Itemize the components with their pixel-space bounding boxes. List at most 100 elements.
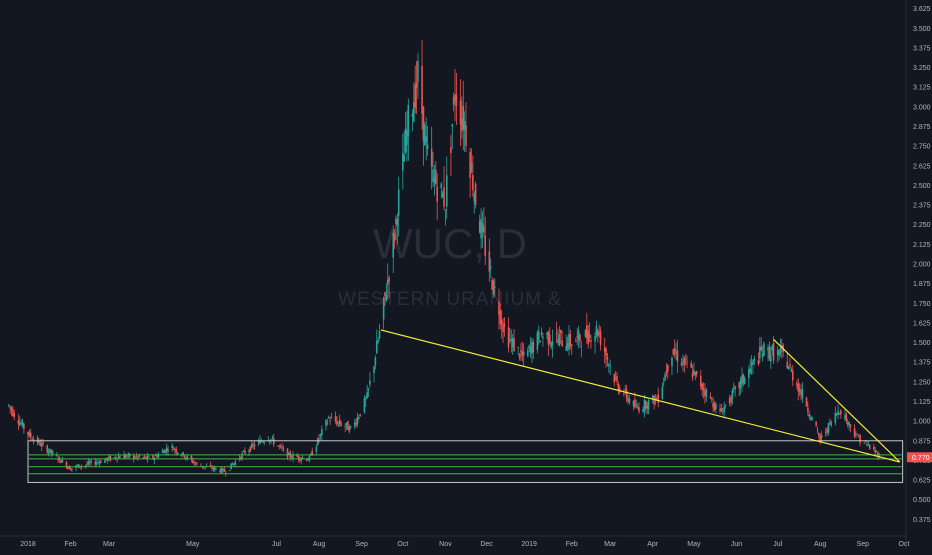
price-tick-label: 0.500 bbox=[913, 497, 931, 504]
candle-body bbox=[51, 451, 54, 454]
candle-body bbox=[548, 334, 551, 344]
candle-body bbox=[148, 456, 150, 458]
candle-body bbox=[432, 169, 434, 182]
range-box[interactable] bbox=[27, 440, 904, 483]
candle-body bbox=[576, 336, 579, 338]
time-axis[interactable]: 2018 Feb Mar May Jul Aug Sep Oct Nov Dec 2019 Feb Ma… bbox=[0, 535, 909, 548]
price-tick-label: 1.375 bbox=[913, 360, 931, 367]
candle-body bbox=[709, 397, 712, 399]
candle-body bbox=[386, 279, 389, 285]
candle-body bbox=[779, 348, 782, 353]
candle-body bbox=[550, 342, 552, 348]
candle-body bbox=[326, 422, 329, 424]
candle-body bbox=[559, 329, 562, 334]
candle-body bbox=[702, 388, 705, 391]
candle-body bbox=[292, 454, 294, 459]
candle-body bbox=[127, 453, 130, 455]
candle-body bbox=[517, 347, 519, 348]
candle-body bbox=[49, 448, 51, 453]
candle-body bbox=[436, 186, 438, 202]
candle-body bbox=[32, 438, 35, 442]
candle-body bbox=[570, 344, 573, 347]
price-tick-label: 1.625 bbox=[913, 320, 931, 327]
candle-body bbox=[451, 124, 454, 127]
candle-body bbox=[434, 169, 437, 184]
candle-body bbox=[665, 370, 668, 374]
candle-body bbox=[598, 332, 600, 334]
candle-body bbox=[194, 463, 197, 465]
candle-body bbox=[290, 457, 293, 459]
candle-body bbox=[10, 407, 13, 411]
price-tick-label: 0.375 bbox=[913, 517, 931, 524]
candle-body bbox=[753, 358, 756, 362]
candle-body bbox=[502, 324, 504, 332]
candle-body bbox=[61, 459, 64, 463]
price-tick-label: 1.875 bbox=[913, 281, 931, 288]
candle-body bbox=[330, 417, 333, 419]
watermark-name: WESTERN URANIUM & bbox=[338, 289, 562, 310]
candle-body bbox=[719, 408, 721, 411]
candle-body bbox=[249, 446, 252, 452]
candle-body bbox=[463, 121, 466, 130]
candle-body bbox=[278, 445, 281, 447]
candle-body bbox=[682, 361, 684, 362]
candle-body bbox=[337, 422, 340, 424]
price-tick-label: 2.875 bbox=[913, 124, 931, 131]
candle-body bbox=[791, 370, 794, 381]
candle-body bbox=[800, 391, 802, 395]
candle-body bbox=[319, 434, 322, 436]
candle-body bbox=[182, 452, 184, 455]
candle-body bbox=[300, 458, 303, 461]
candle-body bbox=[599, 331, 602, 345]
candle-body bbox=[392, 232, 395, 258]
candle-body bbox=[532, 341, 535, 353]
time-tick-label: Jul bbox=[272, 541, 281, 548]
candle-body bbox=[56, 455, 58, 457]
candle-body bbox=[759, 346, 761, 359]
candle-body bbox=[503, 323, 506, 327]
candle-body bbox=[318, 438, 320, 440]
candle-body bbox=[233, 463, 235, 465]
candle-body bbox=[646, 405, 649, 409]
candle-body bbox=[277, 445, 279, 447]
candle-body bbox=[191, 460, 194, 463]
candle-body bbox=[713, 403, 716, 411]
candle-body bbox=[720, 408, 723, 412]
candle-body bbox=[776, 350, 779, 355]
candle-body bbox=[627, 398, 629, 402]
candle-body bbox=[440, 183, 443, 189]
candle-body bbox=[557, 339, 559, 343]
candle-body bbox=[413, 102, 415, 122]
candle-body bbox=[760, 346, 763, 351]
candle-body bbox=[425, 136, 427, 143]
candle-body bbox=[586, 325, 588, 339]
candle-body bbox=[71, 468, 73, 470]
candle-body bbox=[39, 442, 42, 446]
candle-body bbox=[454, 94, 456, 101]
candle-body bbox=[568, 333, 570, 350]
candle-body bbox=[734, 386, 736, 390]
candle-body bbox=[377, 340, 379, 343]
candle-body bbox=[849, 424, 852, 428]
candle-body bbox=[690, 363, 692, 368]
candle-body bbox=[174, 448, 176, 450]
candle-body bbox=[176, 452, 179, 455]
drawings-group[interactable] bbox=[27, 329, 904, 483]
candle-body bbox=[115, 457, 117, 459]
candle-body bbox=[579, 335, 581, 342]
candle-body bbox=[231, 464, 234, 466]
trendline[interactable] bbox=[380, 329, 901, 463]
time-tick-label: Feb bbox=[65, 541, 77, 548]
candle-body bbox=[117, 456, 120, 459]
candle-body bbox=[632, 400, 635, 407]
candle-body bbox=[272, 438, 275, 445]
candle-body bbox=[838, 413, 841, 415]
trendline[interactable] bbox=[773, 338, 901, 463]
candle-body bbox=[768, 347, 771, 359]
candle-body bbox=[597, 330, 599, 337]
price-axis[interactable]: 3.625 3.500 3.375 3.250 3.125 3.000 2.875 2.750… bbox=[905, 0, 931, 550]
candle-body bbox=[489, 266, 492, 269]
candle-body bbox=[731, 390, 734, 399]
